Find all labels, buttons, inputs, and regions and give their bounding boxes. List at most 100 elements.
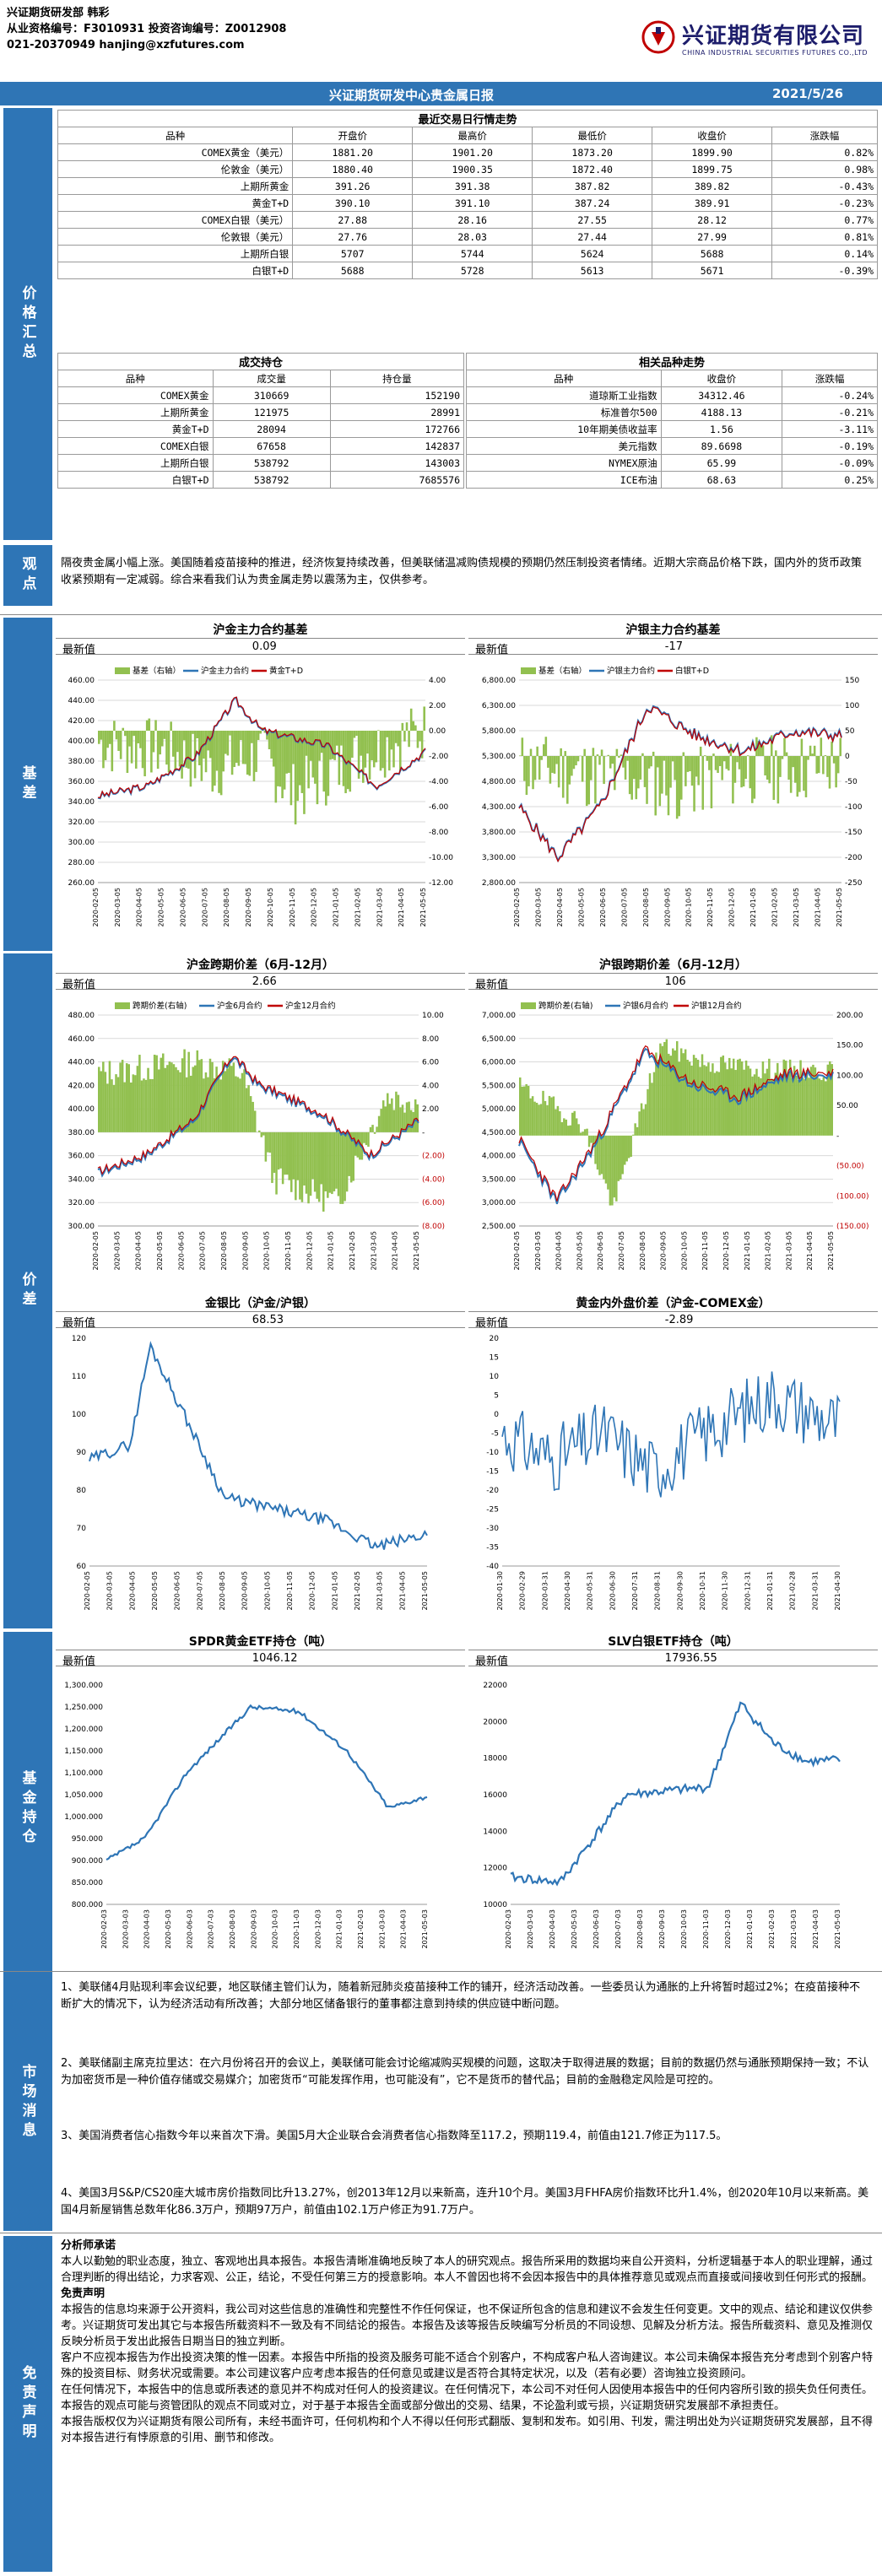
x-tick-label: 2020-10-05 [685, 888, 693, 927]
silver_basis-plot: 基差（右轴） 沪银主力合约 白银T+D 6,800.00 6,300.00 5,800.0… [482, 666, 863, 927]
x-tick-label: 2020-09-30 [676, 1571, 684, 1611]
quotes-row: 黄金T+D 390.10 391.10 387.24 389.91 -0.23% [57, 194, 878, 212]
chart-title: 黄金内外盘价差（沪金-COMEX金） [576, 1297, 771, 1310]
news-item-3: 3、美国消费者信心指数今年以来首次下滑。美国5月大企业联合会消费者信心指数降至1… [61, 2130, 728, 2142]
x-tick-label: 2020-04-03 [143, 1909, 151, 1949]
x-tick-label: 2021-02-03 [768, 1909, 776, 1949]
x-tick-label: 2020-05-05 [151, 1571, 159, 1611]
y2-tick-label: (8.00) [422, 1223, 445, 1231]
spdr-etf-chart: SPDR黄金ETF持仓（吨） 最新值 1046.12 1,300.000 1,250.0… [56, 1633, 465, 1970]
volume-row: 上期所黄金 121975 28991 [57, 403, 465, 421]
x-tick-label: 2020-07-05 [620, 888, 628, 927]
x-tick-label: 2020-06-05 [179, 888, 187, 927]
quotes-cell: 0.81% [771, 228, 878, 246]
quotes-cell: 1880.40 [292, 160, 414, 178]
y-tick-label: -10 [486, 1449, 499, 1457]
x-tick-label: 2021-03-05 [370, 1231, 377, 1271]
related-cell: 标准普尔500 [466, 403, 662, 421]
y-tick-label: 320.00 [68, 1199, 95, 1207]
x-tick-label: 2020-09-03 [250, 1909, 257, 1949]
y-tick-label: 6,500.00 [482, 1035, 516, 1044]
x-tick-label: 2020-02-05 [92, 888, 100, 927]
x-tick-label: 2020-05-05 [158, 888, 165, 927]
x-tick-label: 2020-04-05 [556, 888, 564, 927]
x-tick-label: 2021-01-03 [746, 1909, 754, 1949]
y-tick-label: 1,250.000 [64, 1704, 103, 1712]
y-tick-label: 20000 [483, 1718, 507, 1726]
inout-line [501, 1371, 841, 1498]
y-tick-label: -25 [486, 1506, 499, 1515]
x-tick-label: 2020-09-05 [241, 1571, 249, 1611]
x-tick-label: 2021-01-31 [766, 1571, 774, 1611]
x-tick-label: 2020-03-31 [541, 1571, 549, 1611]
x-tick-label: 2020-06-05 [597, 1231, 604, 1271]
legend-label: 基差（右轴） [538, 666, 587, 676]
quotes-cell: 5728 [412, 262, 533, 279]
latest-value-row: 最新值 106 [468, 973, 878, 991]
latest-value-row: 最新值 17936.55 [468, 1650, 878, 1668]
quotes-cell: 28.12 [652, 211, 773, 229]
x-tick-label: 2021-05-03 [834, 1909, 841, 1949]
y2-tick-label: (50.00) [836, 1163, 864, 1171]
y2-tick-label: -10.00 [429, 854, 453, 862]
volume-row: 黄金T+D 28094 172766 [57, 420, 465, 438]
quotes-table: 最近交易日行情走势 品种 开盘价 最高价 最低价 收盘价 涨跌幅 COMEX黄金（美元） 18… [57, 110, 878, 279]
basis-bars [519, 1039, 833, 1206]
y-tick-label: 5,300.00 [482, 753, 516, 761]
y-tick-label: 18000 [483, 1755, 507, 1763]
quotes-row: COMEX黄金（美元） 1881.20 1901.20 1873.20 1899.90 0… [57, 143, 878, 161]
disclaimer-text-5: 本报告版权仅为兴证期货有限公司所有，未经书面许可，任何机构和个人不得以任何形式翻… [61, 2416, 874, 2444]
legend-label: 跨期价差(右轴) [133, 1001, 187, 1011]
volume-cell: 152190 [329, 386, 465, 404]
y-tick-label: 900.000 [72, 1857, 103, 1866]
y-tick-label: 1,000.000 [64, 1813, 103, 1822]
quotes-cell: 387.24 [532, 194, 653, 212]
silver-spread-chart: 沪银跨期价差（6月-12月） 最新值 106 跨期价差(右轴) 沪银6月合约 沪银12月合… [468, 956, 878, 1293]
y-tick-label: 440.00 [68, 697, 95, 705]
analyst-commitment-heading: 分析师承诺 [61, 2239, 116, 2252]
y2-tick-label: (150.00) [836, 1223, 869, 1231]
x-tick-label: 2020-12-05 [722, 1231, 730, 1271]
y2-tick-label: 10.00 [422, 1012, 444, 1020]
quotes-cell: 上期所黄金 [57, 177, 294, 195]
news-item-2: 2、美联储副主席克拉里达：在六月份将召开的会议上，美联储可能会讨论缩减购买规模的… [61, 2057, 869, 2087]
x-tick-label: 2021-03-03 [378, 1909, 386, 1949]
x-tick-label: 2020-08-03 [636, 1909, 644, 1949]
related-cell: 68.63 [660, 471, 783, 489]
legend-label: 黄金T+D [269, 666, 303, 676]
x-tick-label: 2021-05-03 [421, 1909, 429, 1949]
quotes-row: COMEX白银（美元） 27.88 28.16 27.55 28.12 0.77% [57, 211, 878, 229]
related-row: NYMEX原油 65.99 -0.09% [466, 454, 878, 472]
x-tick-label: 2020-03-05 [113, 1231, 121, 1271]
y-tick-label: 60 [77, 1563, 87, 1571]
x-tick-label: 2021-03-03 [790, 1909, 798, 1949]
quotes-col-header: 开盘价 [292, 127, 414, 144]
volume-row: COMEX黄金 310669 152190 [57, 386, 465, 404]
x-tick-label: 2020-06-05 [174, 1571, 181, 1611]
x-tick-label: 2020-09-05 [660, 1231, 668, 1271]
y2-tick-label: 100 [845, 702, 859, 710]
volume-cell: 上期所白银 [57, 454, 214, 472]
quotes-cell: -0.43% [771, 177, 878, 195]
y2-tick-label: 50.00 [836, 1102, 858, 1110]
y-tick-label: 7,000.00 [482, 1012, 516, 1020]
latest-label: 最新值 [62, 1655, 96, 1668]
analyst-contact: 021-20370949 hanjing@xzfutures.com [7, 39, 245, 51]
volume-cell: COMEX黄金 [57, 386, 214, 404]
y-tick-label: 22000 [483, 1682, 507, 1690]
x-tick-label: 2020-11-03 [702, 1909, 710, 1949]
y-tick-label: 90 [77, 1449, 87, 1457]
x-tick-label: 2020-08-05 [219, 1571, 226, 1611]
latest-label: 最新值 [62, 1317, 96, 1330]
y2-tick-label: -200 [845, 854, 863, 862]
chart-title: SPDR黄金ETF持仓（吨） [188, 1635, 333, 1649]
section-label-price: 价格汇总 [3, 108, 52, 540]
y2-tick-label: -100 [845, 803, 863, 812]
legend-label: 跨期价差(右轴) [538, 1001, 593, 1011]
x-tick-label: 2020-10-03 [680, 1909, 688, 1949]
quotes-heading: 最近交易日行情走势 [57, 110, 878, 127]
legend-label: 白银T+D [675, 666, 709, 676]
y-tick-label: 360.00 [68, 1153, 95, 1161]
company-name-en: CHINA INDUSTRIAL SECURITIES FUTURES CO.,… [682, 49, 868, 57]
quotes-cell: 上期所白银 [57, 245, 294, 262]
